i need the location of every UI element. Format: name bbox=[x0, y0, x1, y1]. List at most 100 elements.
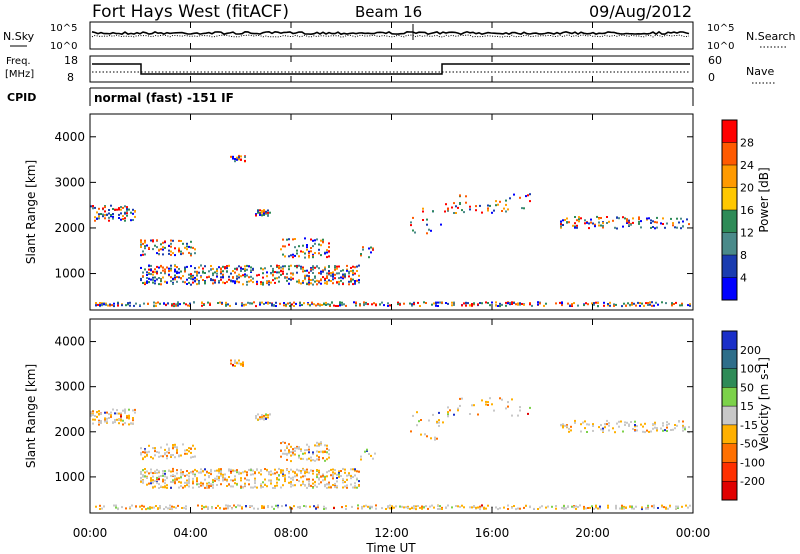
echo-cell bbox=[602, 226, 604, 229]
echo-cell bbox=[298, 255, 300, 258]
echo-cell bbox=[236, 361, 238, 364]
echo-cell bbox=[326, 483, 328, 486]
velocity-data-layer bbox=[90, 359, 691, 511]
echo-cell bbox=[511, 398, 513, 401]
echo-cell bbox=[323, 508, 325, 510]
echo-cell bbox=[238, 471, 240, 474]
echo-cell bbox=[638, 218, 640, 221]
noise-ytick-low: 10^0 bbox=[50, 41, 77, 52]
echo-cell bbox=[340, 475, 342, 477]
echo-cell bbox=[212, 484, 214, 487]
echo-cell bbox=[280, 455, 282, 458]
echo-cell bbox=[348, 275, 350, 278]
echo-cell bbox=[120, 208, 122, 211]
echo-cell bbox=[405, 506, 407, 509]
echo-cell bbox=[340, 470, 342, 472]
echo-cell bbox=[294, 246, 296, 249]
echo-cell bbox=[295, 302, 297, 305]
echo-cell bbox=[571, 305, 573, 307]
range-tick-label: 1000 bbox=[54, 267, 85, 281]
echo-cell bbox=[487, 209, 489, 212]
echo-cell bbox=[626, 222, 628, 224]
echo-cell bbox=[110, 215, 112, 218]
echo-cell bbox=[124, 422, 126, 425]
echo-cell bbox=[248, 479, 250, 482]
echo-cell bbox=[370, 251, 372, 254]
echo-cell bbox=[218, 468, 220, 471]
echo-cell bbox=[445, 302, 447, 304]
echo-cell bbox=[675, 301, 677, 304]
echo-cell bbox=[263, 303, 265, 305]
echo-cell bbox=[521, 207, 523, 210]
echo-cell bbox=[164, 240, 166, 243]
echo-cell bbox=[412, 216, 414, 219]
echo-cell bbox=[580, 430, 582, 433]
echo-cell bbox=[391, 505, 393, 508]
echo-cell bbox=[477, 413, 479, 416]
echo-cell bbox=[665, 302, 667, 305]
freq-line bbox=[92, 63, 690, 75]
echo-cell bbox=[261, 209, 263, 212]
echo-cell bbox=[678, 420, 680, 422]
echo-cell bbox=[230, 362, 232, 365]
echo-cell bbox=[267, 416, 269, 419]
echo-cell bbox=[152, 276, 154, 279]
echo-cell bbox=[144, 247, 146, 250]
echo-cell bbox=[645, 507, 647, 510]
echo-cell bbox=[242, 363, 244, 366]
echo-cell bbox=[176, 478, 178, 481]
echo-cell bbox=[246, 478, 248, 481]
echo-cell bbox=[210, 265, 212, 267]
echo-cell bbox=[598, 221, 600, 224]
echo-cell bbox=[320, 244, 322, 247]
echo-cell bbox=[296, 479, 298, 481]
echo-cell bbox=[297, 506, 299, 509]
echo-cell bbox=[156, 239, 158, 242]
echo-cell bbox=[152, 447, 154, 450]
echo-cell bbox=[607, 506, 609, 509]
cpid-panel: CPID normal (fast) -151 IF bbox=[7, 87, 694, 106]
echo-cell bbox=[306, 486, 308, 489]
echo-cell bbox=[306, 274, 308, 277]
echo-cell bbox=[359, 303, 361, 306]
echo-cell bbox=[437, 508, 439, 510]
echo-cell bbox=[656, 428, 658, 431]
echo-cell bbox=[631, 303, 633, 306]
echo-cell bbox=[653, 504, 655, 507]
echo-cell bbox=[154, 485, 156, 488]
echo-cell bbox=[447, 413, 449, 416]
echo-cell bbox=[656, 221, 658, 224]
echo-cell bbox=[283, 304, 285, 307]
echo-cell bbox=[672, 224, 674, 227]
echo-cell bbox=[152, 281, 154, 284]
echo-cell bbox=[164, 272, 166, 275]
echo-cell bbox=[675, 507, 677, 510]
echo-cell bbox=[106, 417, 108, 420]
echo-cell bbox=[523, 207, 525, 210]
echo-cell bbox=[129, 301, 131, 304]
echo-cell bbox=[351, 505, 353, 508]
echo-cell bbox=[147, 507, 149, 510]
echo-cell bbox=[208, 275, 210, 278]
echo-cell bbox=[125, 304, 127, 307]
echo-cell bbox=[288, 481, 290, 484]
echo-cell bbox=[568, 427, 570, 430]
echo-cell bbox=[232, 479, 234, 482]
echo-cell bbox=[164, 452, 166, 455]
echo-cell bbox=[302, 270, 304, 273]
echo-cell bbox=[290, 451, 292, 454]
echo-cell bbox=[98, 413, 100, 416]
echo-cell bbox=[374, 452, 376, 455]
echo-cell bbox=[308, 484, 310, 487]
echo-cell bbox=[324, 459, 326, 462]
echo-cell bbox=[686, 218, 688, 221]
echo-cell bbox=[571, 303, 573, 306]
echo-cell bbox=[672, 428, 674, 431]
echo-cell bbox=[257, 210, 259, 212]
echo-cell bbox=[373, 302, 375, 305]
echo-cell bbox=[420, 419, 422, 421]
echo-cell bbox=[183, 506, 185, 509]
echo-cell bbox=[357, 507, 359, 510]
echo-cell bbox=[282, 469, 284, 472]
echo-cell bbox=[248, 265, 250, 268]
